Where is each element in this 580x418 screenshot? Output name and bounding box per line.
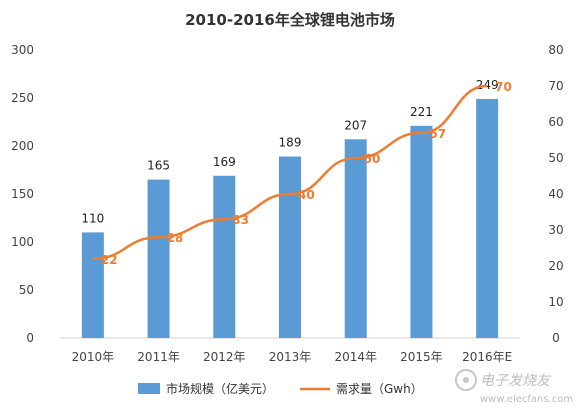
x-axis-tick-label: 2010年 <box>72 350 115 364</box>
left-axis-tick-label: 50 <box>19 283 34 297</box>
bar-series <box>81 98 499 339</box>
left-axis-tick-label: 150 <box>11 187 34 201</box>
right-axis-tick-label: 20 <box>548 259 563 273</box>
bar-value-label: 169 <box>213 155 236 169</box>
right-axis-tick-label: 40 <box>548 187 563 201</box>
right-axis-tick-label: 80 <box>548 43 563 57</box>
left-axis-tick-label: 100 <box>11 235 34 249</box>
bar <box>344 139 367 338</box>
right-axis-tick-label: 10 <box>548 295 563 309</box>
bar-value-label: 189 <box>279 136 302 150</box>
right-axis-tick-label: 30 <box>548 223 563 237</box>
x-axis-tick-label: 2015年 <box>400 350 443 364</box>
watermark-icon-dot <box>463 377 469 383</box>
right-axis-tick-label: 60 <box>548 115 563 129</box>
legend-bar-label: 市场规模（亿美元） <box>166 381 274 396</box>
right-axis-tick-label: 50 <box>548 151 563 165</box>
bar <box>81 232 104 338</box>
legend-bar-swatch <box>138 383 160 394</box>
line-series <box>92 84 488 261</box>
left-axis: 0 50 100 150 200 250 300 <box>11 43 34 345</box>
bar <box>147 179 170 338</box>
bar-value-label: 165 <box>147 159 170 173</box>
right-axis-tick-label: 0 <box>552 331 560 345</box>
bar-value-label: 207 <box>344 118 367 132</box>
bar-value-label: 221 <box>410 105 433 119</box>
line-value-label: 50 <box>364 152 381 166</box>
left-axis-tick-label: 250 <box>11 91 34 105</box>
legend: 市场规模（亿美元） 需求量（Gwh） <box>138 381 423 396</box>
line-value-label: 70 <box>495 80 512 94</box>
line-value-label: 22 <box>101 253 118 267</box>
x-axis-tick-label: 2013年 <box>269 350 312 364</box>
x-axis-tick-label: 2012年 <box>203 350 246 364</box>
line-labels: 22 28 33 40 50 57 70 <box>101 80 512 267</box>
bar-value-label: 110 <box>81 211 104 225</box>
legend-line-label: 需求量（Gwh） <box>336 382 423 396</box>
left-axis-tick-label: 300 <box>11 43 34 57</box>
left-axis-tick-label: 200 <box>11 139 34 153</box>
left-axis-tick-label: 0 <box>26 331 34 345</box>
bar <box>213 175 236 338</box>
line-value-label: 28 <box>167 231 184 245</box>
bar <box>279 156 301 338</box>
x-axis: 2010年 2011年 2012年 2013年 2014年 2015年 2016年E <box>72 350 513 364</box>
x-axis-tick-label: 2014年 <box>334 350 377 364</box>
line-value-label: 57 <box>429 127 446 141</box>
bar <box>410 125 433 338</box>
watermark-logo: 电子发烧友 www.elecfans.com <box>455 369 573 405</box>
line-path <box>92 84 488 261</box>
watermark-url: www.elecfans.com <box>480 394 573 405</box>
line-value-label: 33 <box>232 213 249 227</box>
bar <box>476 98 499 339</box>
watermark-icon <box>455 369 477 391</box>
right-axis: 0 10 20 30 40 50 60 70 80 <box>548 43 563 345</box>
watermark-text: 电子发烧友 <box>480 373 552 389</box>
right-axis-tick-label: 70 <box>548 79 563 93</box>
chart-title: 2010-2016年全球锂电池市场 <box>185 11 395 29</box>
x-axis-tick-label: 2011年 <box>137 350 180 364</box>
line-value-label: 40 <box>298 188 315 202</box>
x-axis-tick-label: 2016年E <box>462 350 512 364</box>
